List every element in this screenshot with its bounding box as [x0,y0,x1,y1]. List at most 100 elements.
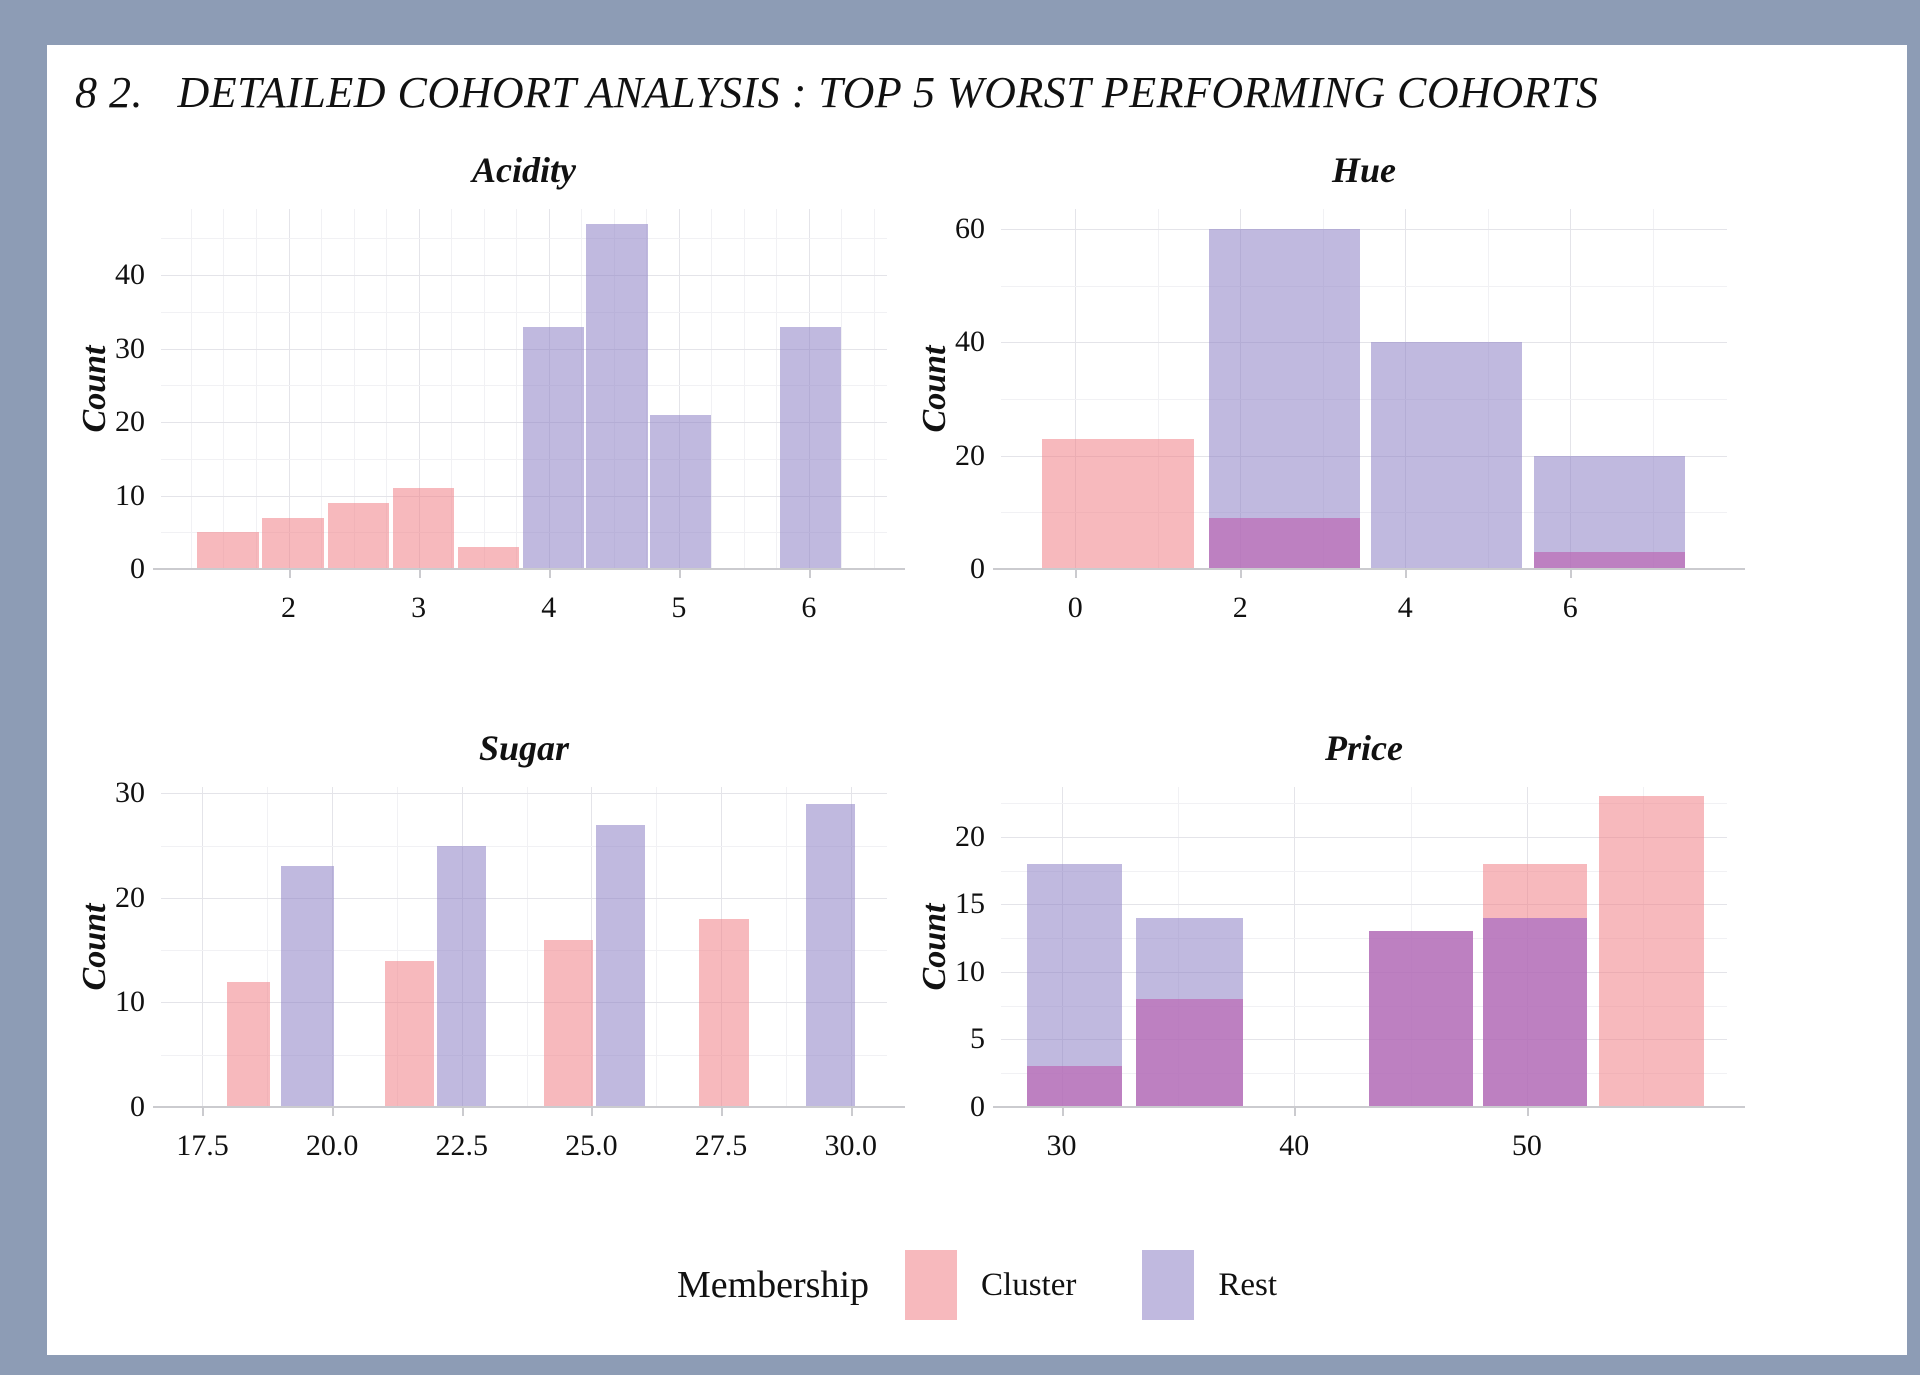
y-tick-label: 20 [955,819,985,853]
x-axis-line [993,1106,1745,1108]
y-tick-label: 10 [115,478,145,512]
chart-hue: Hue Count 0 2 4 6 0 20 40 60 [901,145,1801,689]
gridline-horizontal [1001,870,1727,872]
y-axis-title: Count [76,903,113,991]
bar-rest [1135,917,1243,999]
y-tick-label: 40 [955,325,985,359]
x-tick-mark [850,1107,853,1116]
bar-rest [281,866,334,1107]
gridline-vertical [223,209,225,569]
gridline-horizontal [1001,455,1727,457]
gridline-vertical [776,209,778,569]
bar-rest [1208,228,1360,518]
bar-overlap [1135,998,1243,1107]
gridline-horizontal [1001,1039,1727,1041]
gridline-vertical [516,209,518,569]
x-tick-mark [1294,1107,1297,1116]
gridline-vertical [267,787,269,1107]
bar-cluster [327,502,389,569]
gridline-vertical [785,787,787,1107]
y-tick-label: 20 [115,880,145,914]
x-tick-label: 50 [1511,1129,1542,1162]
x-tick-label: 2 [281,591,296,624]
charts-grid: Acidity Count 2 3 4 5 6 0 10 20 30 40 Hue Count 0 2 4 6 0 2… [61,145,1897,1245]
legend-item-cluster: Cluster [905,1250,1076,1320]
bar-overlap [1482,917,1588,1107]
gridline-horizontal [1001,342,1727,344]
gridline-horizontal [1001,938,1727,940]
x-tick-label: 27.5 [694,1129,748,1162]
plot-area: 2 3 4 5 6 0 10 20 30 40 [115,209,905,624]
x-tick-mark [808,569,811,578]
x-tick-mark [418,569,421,578]
y-tick-label: 40 [115,258,145,292]
gridline-horizontal [161,238,887,240]
x-tick-label: 6 [1562,591,1578,624]
x-tick-label: 2 [1232,591,1248,624]
bar-rest [1533,455,1685,552]
x-tick-label: 4 [1397,591,1413,624]
gridline-horizontal [1001,836,1727,838]
x-tick-mark [1075,569,1078,578]
chart-sugar: Sugar Count 17.5 20.0 22.5 25.0 27.5 30.0 0 10 20 3… [61,723,961,1227]
x-tick-mark [461,1107,464,1116]
chart-price: Price Count 30 40 50 0 5 10 15 20 [901,723,1801,1227]
gridline-vertical [353,209,355,569]
x-tick-label: 20.0 [305,1129,359,1162]
gridline-horizontal [1001,971,1727,973]
plot-area: 30 40 50 0 5 10 15 20 [955,787,1745,1162]
bar-rest [1026,863,1122,1067]
y-tick-label: 60 [955,211,985,245]
x-axis-line [993,568,1745,570]
y-tick-label: 10 [955,954,985,988]
x-tick-mark [202,1107,205,1116]
x-tick-label: 22.5 [435,1129,489,1162]
bar-rest [596,824,646,1107]
gridline-vertical [743,209,745,569]
gridline-vertical [656,787,658,1107]
gridline-vertical [418,209,420,569]
bar-rest [436,845,487,1107]
gridline-vertical [1075,209,1077,569]
legend-label-rest: Rest [1218,1266,1278,1303]
bar-cluster [197,532,259,569]
x-axis-line [153,568,905,570]
bar-cluster [226,981,271,1107]
page-title: 8 2. DETAILED COHORT ANALYSIS : TOP 5 WO… [75,68,1599,117]
gridline-horizontal [1001,285,1727,287]
gridline-vertical [396,787,398,1107]
x-axis-line [153,1106,905,1108]
x-tick-mark [1061,1107,1064,1116]
gridline-horizontal [1001,512,1727,514]
gridline-vertical [711,209,713,569]
plot-area: 0 2 4 6 0 20 40 60 [955,209,1745,624]
bar-cluster [699,918,749,1107]
x-tick-label: 40 [1279,1129,1310,1162]
y-tick-label: 10 [115,985,145,1019]
bar-rest [780,326,842,569]
gridline-horizontal [161,897,887,899]
gridline-vertical [321,209,323,569]
bar-overlap [1533,551,1685,569]
gridline-vertical [483,209,485,569]
x-tick-mark [548,569,551,578]
gridline-vertical [255,209,257,569]
bar-cluster [1042,438,1195,569]
legend-label-cluster: Cluster [981,1266,1077,1303]
x-tick-label: 6 [801,591,817,624]
gridline-horizontal [1001,1005,1727,1007]
report-page: 8 2. DETAILED COHORT ANALYSIS : TOP 5 WO… [47,45,1907,1355]
gridline-horizontal [1001,904,1727,906]
gridline-horizontal [1001,228,1727,230]
gridline-horizontal [1001,398,1727,400]
y-tick-label: 5 [970,1022,985,1056]
gridline-vertical [1157,209,1159,569]
x-tick-mark [721,1107,724,1116]
bar-overlap [1026,1066,1122,1107]
y-tick-label: 30 [115,331,145,365]
legend-item-rest: Rest [1142,1250,1277,1320]
bar-rest [522,326,584,569]
chart-title: Price [1325,728,1403,768]
chart-acidity: Acidity Count 2 3 4 5 6 0 10 20 30 40 [61,145,961,689]
